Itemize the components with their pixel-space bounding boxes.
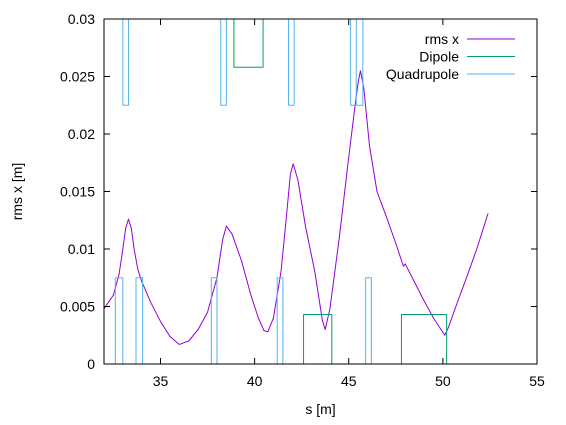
plot-frame: [103, 18, 538, 365]
series-1-line: [233, 19, 448, 364]
legend-label: Quadrupole: [386, 66, 459, 82]
series-2-line: [114, 19, 372, 364]
x-axis-label: s [m]: [305, 401, 335, 417]
y-tick-label: 0.015: [60, 184, 95, 200]
x-tick-label: 45: [341, 373, 357, 389]
axis-ticks: 35 40 45 50 55 0 0.005 0.01 0.015 0.02 0.025 0.03: [60, 11, 545, 389]
y-tick-label: 0.01: [68, 241, 95, 257]
x-tick-label: 55: [529, 373, 545, 389]
y-tick-label: 0.03: [68, 11, 95, 27]
x-tick-label: 40: [247, 373, 263, 389]
y-tick-label: 0.025: [60, 69, 95, 85]
x-tick-label: 50: [435, 373, 451, 389]
series-layer: [103, 19, 489, 364]
y-axis-label: rms x [m]: [9, 163, 25, 221]
series-0-line: [103, 70, 489, 345]
y-tick-label: 0: [87, 356, 95, 372]
legend-label: rms x: [425, 31, 459, 47]
y-tick-label: 0.02: [68, 126, 95, 142]
x-tick-label: 35: [153, 373, 169, 389]
legend-label: Dipole: [419, 49, 459, 65]
y-tick-label: 0.005: [60, 299, 95, 315]
